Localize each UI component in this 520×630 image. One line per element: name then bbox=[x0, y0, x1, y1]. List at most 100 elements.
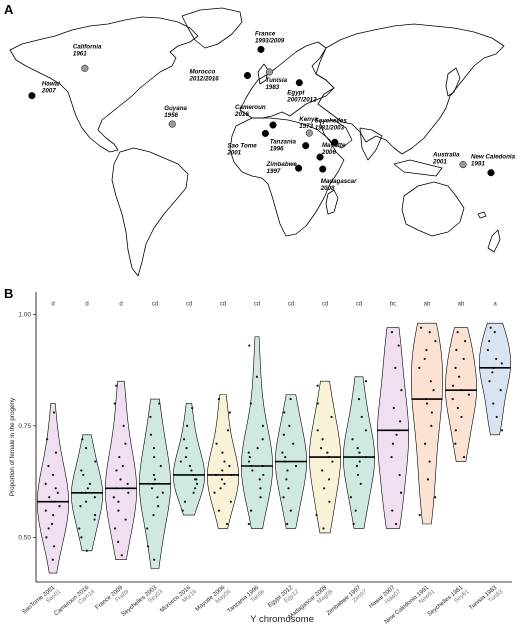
marker-cameroun bbox=[269, 121, 277, 129]
marker-madagascar bbox=[319, 165, 327, 173]
label-hawai-0: Hawai bbox=[42, 81, 60, 88]
data-point bbox=[328, 500, 331, 503]
data-point bbox=[493, 331, 496, 334]
y-tick-label: 1.00 bbox=[18, 311, 31, 318]
data-point bbox=[195, 482, 199, 485]
new-caledonia-outline bbox=[477, 211, 487, 219]
data-point bbox=[153, 478, 157, 481]
significance-letter: cd bbox=[356, 301, 362, 307]
violin-body bbox=[411, 322, 443, 525]
data-point bbox=[228, 411, 231, 414]
data-point bbox=[492, 402, 495, 405]
data-point bbox=[432, 389, 435, 392]
indonesia-outline bbox=[393, 159, 443, 177]
data-point bbox=[152, 513, 155, 517]
data-point bbox=[292, 442, 295, 445]
data-point bbox=[194, 478, 197, 481]
data-point bbox=[221, 451, 224, 454]
data-point bbox=[120, 554, 123, 557]
label-cameroun-1: 2016 bbox=[234, 111, 249, 118]
significance-letter: ab bbox=[458, 301, 465, 307]
data-point bbox=[456, 406, 459, 410]
data-point bbox=[495, 415, 498, 419]
data-point bbox=[331, 460, 334, 463]
data-point bbox=[113, 402, 116, 405]
y-axis-title: Proportion of female in the progeny bbox=[9, 397, 16, 496]
data-point bbox=[85, 549, 88, 552]
marker-france bbox=[257, 45, 265, 53]
data-point bbox=[294, 464, 298, 468]
data-point bbox=[84, 447, 88, 450]
label-egypt-0: Egypt bbox=[287, 90, 305, 97]
data-point bbox=[247, 522, 250, 526]
data-point bbox=[425, 348, 428, 352]
data-point bbox=[124, 518, 127, 521]
data-point bbox=[399, 420, 402, 423]
label-california-1: 1961 bbox=[73, 50, 87, 57]
significance-letter: d bbox=[119, 301, 122, 307]
data-point bbox=[467, 393, 471, 396]
data-point bbox=[418, 513, 421, 517]
label-newcaledonia-1: 1991 bbox=[471, 161, 485, 168]
data-point bbox=[221, 469, 224, 472]
africa-outline bbox=[229, 117, 345, 237]
data-point bbox=[352, 522, 355, 526]
data-point bbox=[153, 455, 156, 459]
data-point bbox=[462, 455, 466, 459]
data-point bbox=[58, 505, 61, 508]
label-tanzania-1: 1996 bbox=[270, 146, 284, 153]
data-point bbox=[330, 415, 333, 419]
violin-body bbox=[37, 403, 69, 574]
data-point bbox=[156, 496, 159, 499]
data-point bbox=[454, 366, 457, 369]
label-guyana-0: Guyana bbox=[164, 105, 187, 112]
label-saotome-0: Sao Tome bbox=[227, 142, 257, 149]
data-point bbox=[354, 509, 357, 512]
label-guyana-1: 1956 bbox=[164, 112, 178, 119]
y-tick-label: 0.50 bbox=[18, 534, 31, 541]
marker-zimbabwe bbox=[295, 164, 303, 172]
data-point bbox=[117, 500, 120, 503]
data-point bbox=[80, 469, 83, 472]
data-point bbox=[181, 509, 184, 512]
data-point bbox=[56, 491, 59, 494]
significance-letter: cd bbox=[322, 301, 328, 307]
violin-body bbox=[479, 322, 511, 436]
data-point bbox=[423, 357, 426, 361]
data-point bbox=[217, 397, 221, 401]
data-point bbox=[321, 469, 324, 472]
data-point bbox=[158, 402, 161, 405]
data-point bbox=[113, 527, 117, 530]
label-tanzania-0: Tanzania bbox=[270, 139, 297, 146]
data-point bbox=[251, 469, 254, 472]
data-point bbox=[249, 402, 253, 405]
significance-letter: d bbox=[85, 301, 88, 307]
data-point bbox=[119, 478, 122, 481]
data-point bbox=[326, 451, 329, 454]
label-australia-1: 2001 bbox=[432, 159, 447, 166]
marker-hawai bbox=[28, 92, 36, 100]
data-point bbox=[500, 362, 503, 365]
data-point bbox=[223, 460, 226, 463]
label-tunisia-0: Tunisia bbox=[265, 77, 287, 84]
data-point bbox=[126, 482, 129, 485]
data-point bbox=[223, 482, 226, 485]
significance-letter: cd bbox=[152, 301, 158, 307]
data-point bbox=[488, 339, 491, 343]
data-point bbox=[249, 509, 253, 512]
marker-kenya bbox=[305, 129, 313, 137]
marker-seychelles bbox=[331, 138, 339, 146]
data-point bbox=[289, 397, 292, 401]
label-mayotte-1: 2006 bbox=[321, 149, 336, 156]
data-point bbox=[183, 500, 187, 503]
data-point bbox=[488, 380, 491, 383]
data-point bbox=[54, 451, 58, 454]
label-egypt-1: 2007/2012 bbox=[286, 97, 317, 104]
data-point bbox=[259, 496, 262, 499]
data-point bbox=[182, 438, 186, 441]
data-point bbox=[188, 464, 192, 468]
label-newcaledonia-0: New Caledonia bbox=[471, 154, 516, 161]
data-point bbox=[124, 442, 127, 445]
marker-morocco bbox=[243, 71, 252, 80]
